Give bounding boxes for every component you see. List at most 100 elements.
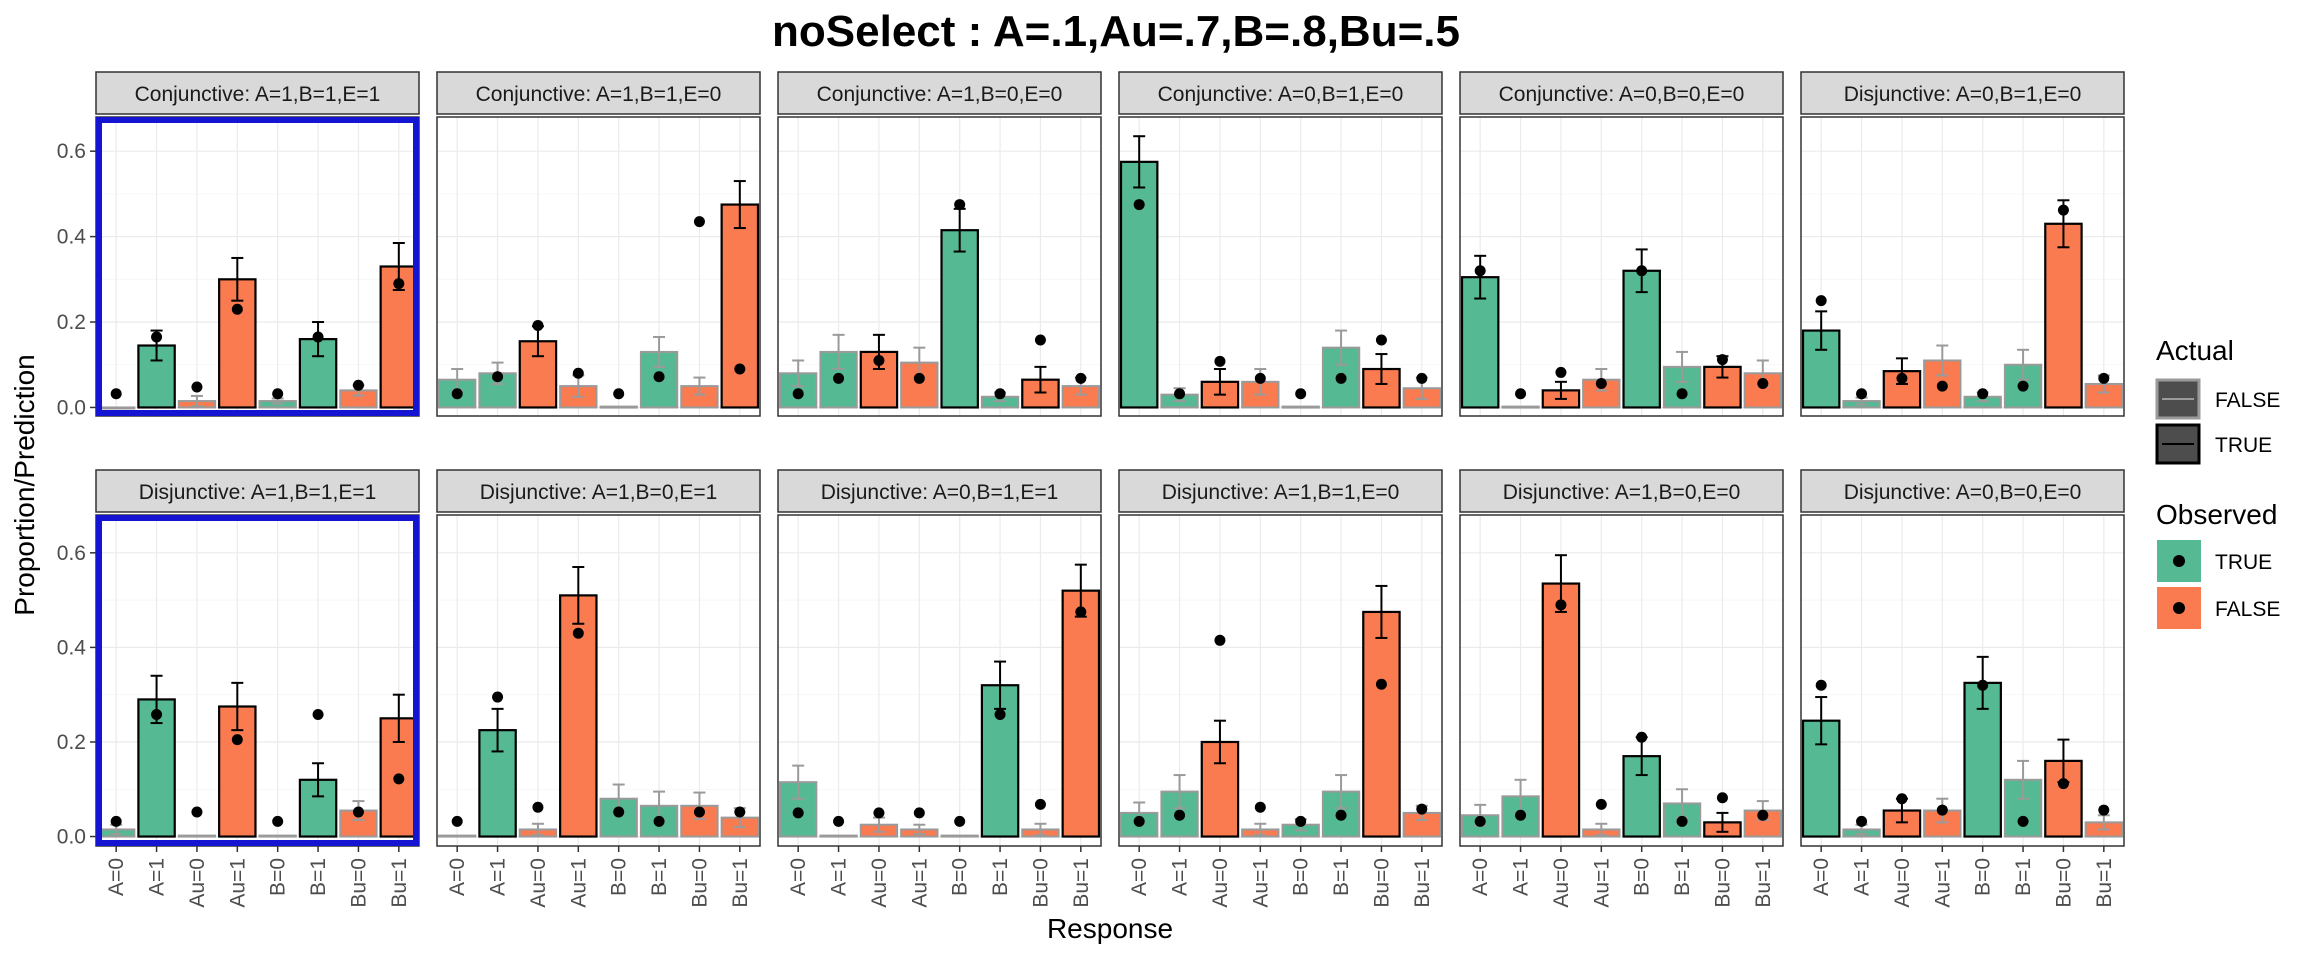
prediction-point: [231, 734, 243, 746]
prediction-point: [1254, 372, 1266, 384]
prediction-point: [1075, 372, 1087, 384]
facet-strip-label: Disjunctive: A=0,B=1,E=0: [1844, 83, 2082, 106]
prediction-point: [151, 709, 163, 721]
x-tick-label: B=0: [1972, 858, 1995, 896]
facet-panels: Conjunctive: A=1,B=1,E=10.00.20.40.6Conj…: [57, 71, 2125, 908]
facet-strip-label: Conjunctive: A=0,B=0,E=0: [1499, 83, 1745, 106]
bar: [720, 203, 760, 409]
bar: [258, 834, 297, 838]
prediction-point: [492, 691, 504, 703]
prediction-point: [1636, 265, 1648, 277]
facet-strip-label: Disjunctive: A=0,B=0,E=0: [1844, 481, 2082, 504]
x-tick-label: B=1: [307, 858, 330, 896]
legend-actual-true-label: TRUE: [2215, 434, 2272, 457]
x-tick-label: Bu=1: [388, 858, 411, 908]
prediction-point: [1335, 809, 1347, 821]
prediction-point: [994, 709, 1006, 721]
panel-border: [1118, 514, 1443, 847]
y-tick-label: 0.0: [57, 826, 86, 849]
prediction-point: [1856, 388, 1868, 400]
facet-strip: [1118, 71, 1443, 115]
facet-strip: [777, 71, 1102, 115]
legend-actual-false-label: FALSE: [2215, 389, 2280, 412]
facet-strip-label: Conjunctive: A=0,B=1,E=0: [1158, 83, 1404, 106]
x-tick-label: Au=1: [1590, 858, 1613, 908]
bar: [438, 834, 477, 838]
facet-strip: [436, 469, 761, 513]
y-tick-label: 0.2: [57, 731, 86, 754]
facet-strip-label: Disjunctive: A=1,B=0,E=1: [480, 481, 718, 504]
facet-panel: Disjunctive: A=0,B=1,E=0: [1800, 71, 2125, 417]
bar: [1061, 589, 1101, 838]
prediction-point: [1474, 815, 1486, 827]
x-tick-label: Au=1: [567, 858, 590, 908]
prediction-point: [1936, 804, 1948, 816]
facet-strip-label: Disjunctive: A=1,B=0,E=0: [1503, 481, 1741, 504]
x-tick-label: A=1: [1510, 858, 1533, 896]
prediction-point: [1757, 809, 1769, 821]
facet-strip-label: Disjunctive: A=1,B=1,E=1: [139, 481, 377, 504]
x-tick-label: A=0: [105, 858, 128, 896]
bar: [940, 229, 979, 409]
x-tick-label: B=1: [648, 858, 671, 896]
prediction-point: [613, 806, 625, 818]
x-axis-label: Response: [1047, 913, 1173, 944]
prediction-point: [693, 216, 705, 228]
legend-observed-false-dot: [2173, 602, 2185, 614]
panel-border: [777, 116, 1102, 417]
prediction-point: [1555, 366, 1567, 378]
y-tick-label: 0.6: [57, 542, 86, 565]
x-tick-label: Au=0: [186, 858, 209, 908]
facet-strip-label: Disjunctive: A=1,B=1,E=0: [1162, 481, 1400, 504]
y-tick-label: 0.2: [57, 311, 86, 334]
prediction-point: [1676, 388, 1688, 400]
x-tick-label: A=0: [1128, 858, 1151, 896]
prediction-point: [1636, 731, 1648, 743]
x-tick-label: A=1: [146, 858, 169, 896]
prediction-point: [833, 815, 845, 827]
facet-strip: [1118, 469, 1443, 513]
facet-panel: Conjunctive: A=1,B=1,E=0: [436, 71, 761, 417]
prediction-point: [272, 815, 284, 827]
prediction-point: [312, 709, 324, 721]
prediction-point: [1295, 815, 1307, 827]
facet-panel: Conjunctive: A=0,B=1,E=0: [1118, 71, 1443, 417]
y-tick-label: 0.0: [57, 396, 86, 419]
facet-strip: [436, 71, 761, 115]
prediction-point: [873, 354, 885, 366]
x-tick-label: B=1: [2012, 858, 2035, 896]
x-tick-label: Bu=1: [729, 858, 752, 908]
x-tick-label: Bu=1: [1752, 858, 1775, 908]
panel-border: [1459, 514, 1784, 847]
prediction-point: [792, 807, 804, 819]
prediction-point: [191, 381, 203, 393]
prediction-point: [1555, 599, 1567, 611]
prediction-point: [352, 379, 364, 391]
prediction-point: [191, 806, 203, 818]
x-tick-label: A=1: [1169, 858, 1192, 896]
x-tick-label: B=0: [1631, 858, 1654, 896]
bar: [1541, 582, 1581, 838]
facet-panel: Disjunctive: A=1,B=1,E=0 A=0 A=1 Au=0 Au=1 B=…: [1118, 469, 1443, 908]
facet-panel: Disjunctive: A=1,B=0,E=1 A=0 A=1 Au=0 Au=1 B=…: [436, 469, 761, 908]
prediction-point: [1416, 803, 1428, 815]
prediction-point: [1977, 679, 1989, 691]
prediction-point: [1174, 388, 1186, 400]
panel-background: [437, 117, 760, 416]
x-tick-label: B=0: [608, 858, 631, 896]
prediction-point: [1716, 354, 1728, 366]
prediction-point: [1936, 380, 1948, 392]
prediction-point: [1815, 295, 1827, 307]
panel-border: [436, 116, 761, 417]
prediction-point: [1133, 199, 1145, 211]
prediction-point: [1977, 388, 1989, 400]
x-tick-label: Au=0: [868, 858, 891, 908]
prediction-point: [693, 806, 705, 818]
bar: [2044, 222, 2083, 409]
bar: [1501, 405, 1540, 409]
prediction-point: [1595, 798, 1607, 810]
x-tick-label: Au=0: [1550, 858, 1573, 908]
prediction-point: [1416, 372, 1428, 384]
facet-panel: Disjunctive: A=1,B=0,E=0 A=0 A=1 Au=0 Au=1 B=…: [1459, 469, 1784, 908]
